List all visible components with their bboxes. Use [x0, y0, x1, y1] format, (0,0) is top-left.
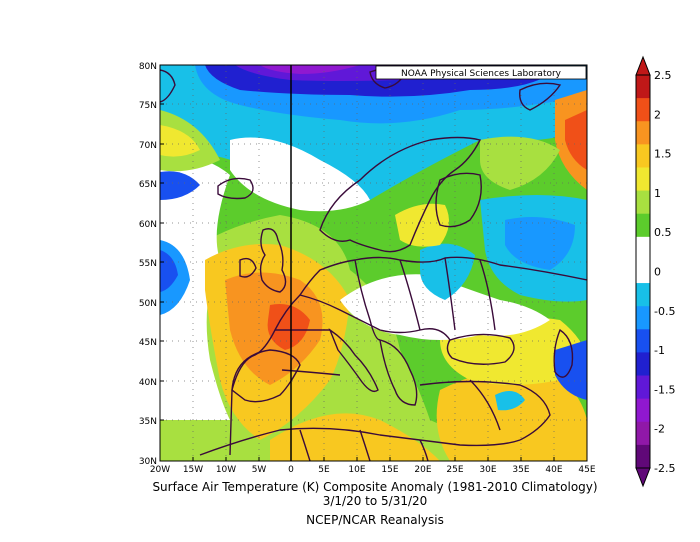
colorbar-segment: [636, 306, 650, 330]
lon-label: 20W: [150, 465, 170, 475]
colorbar-label: 1.5: [654, 148, 672, 161]
colorbar-segment: [636, 421, 650, 446]
colorbar-label: 0: [654, 266, 661, 279]
credit-box: [375, 65, 587, 80]
coastlines: [160, 67, 587, 461]
lat-label: 65N: [139, 180, 157, 190]
lon-label: 45E: [578, 465, 595, 475]
colorbar-segment: [636, 213, 650, 238]
lat-label: 35N: [139, 417, 157, 427]
map-frame: [159, 64, 588, 462]
colorbar-segment: [636, 329, 650, 353]
caption-title: Surface Air Temperature (K) Composite An…: [152, 480, 598, 494]
lat-label: 30N: [139, 457, 157, 467]
frame-ticks: [160, 103, 555, 461]
lat-label: 60N: [139, 220, 157, 230]
colorbar-segment: [636, 144, 650, 168]
lon-label: 20E: [414, 465, 431, 475]
colorbar-label: 2: [654, 108, 661, 121]
lon-label: 30E: [479, 465, 496, 475]
colorbar-bottom-arrow: [635, 467, 651, 488]
colorbar: 2.5 2 1.5 1 0.5 0 -0.5 -1 -1.5 -2 -2.5: [635, 55, 675, 488]
lat-label: 55N: [139, 259, 157, 269]
lon-label: 10E: [348, 465, 365, 475]
lon-label: 0: [288, 465, 294, 475]
colorbar-label: -1: [654, 344, 665, 357]
lon-label: 15W: [183, 465, 203, 475]
colorbar-label: -0.5: [654, 305, 675, 318]
colorbar-segment: [636, 352, 650, 377]
colorbar-label: 2.5: [654, 69, 672, 82]
lon-label: 40E: [545, 465, 562, 475]
lon-label: 10W: [216, 465, 236, 475]
colorbar-segment: [636, 259, 650, 284]
colorbar-top-arrow: [635, 55, 651, 76]
lat-label: 45N: [139, 338, 157, 348]
caption-dates: 3/1/20 to 5/31/20: [322, 494, 428, 508]
colorbar-label: -1.5: [654, 383, 675, 396]
credit-label: NOAA Physical Sciences Laboratory: [401, 69, 562, 79]
lat-labels: 80N 75N 70N 65N 60N 55N 50N 45N 40N 35N …: [139, 62, 157, 467]
colorbar-segment: [636, 121, 650, 145]
colorbar-segment: [636, 236, 650, 261]
lat-label: 50N: [139, 299, 157, 309]
colorbar-segment: [636, 444, 650, 469]
colorbar-label: -2: [654, 423, 665, 436]
lon-label: 5W: [252, 465, 267, 475]
lon-labels: 20W 15W 10W 5W 0 5E 10E 15E 20E 25E 30E …: [150, 465, 596, 475]
colorbar-label: -2.5: [654, 462, 675, 475]
colorbar-label: 1: [654, 187, 661, 200]
caption-source: NCEP/NCAR Reanalysis: [306, 513, 444, 527]
lat-label: 75N: [139, 101, 157, 111]
lat-label: 40N: [139, 378, 157, 388]
lat-label: 70N: [139, 141, 157, 151]
lon-label: 35E: [512, 465, 529, 475]
colorbar-segment: [636, 190, 650, 215]
anomaly-field: [160, 65, 587, 461]
lon-label: 15E: [381, 465, 398, 475]
colorbar-segment: [636, 167, 650, 192]
lon-label: 5E: [318, 465, 330, 475]
colorbar-segment: [636, 375, 650, 400]
lon-label: 25E: [446, 465, 463, 475]
colorbar-segment: [636, 283, 650, 307]
colorbar-segment: [636, 98, 650, 122]
colorbar-segment: [636, 398, 650, 423]
colorbar-segment: [636, 75, 650, 99]
grid-lines: [160, 65, 587, 461]
lat-label: 80N: [139, 62, 157, 72]
colorbar-label: 0.5: [654, 226, 672, 239]
